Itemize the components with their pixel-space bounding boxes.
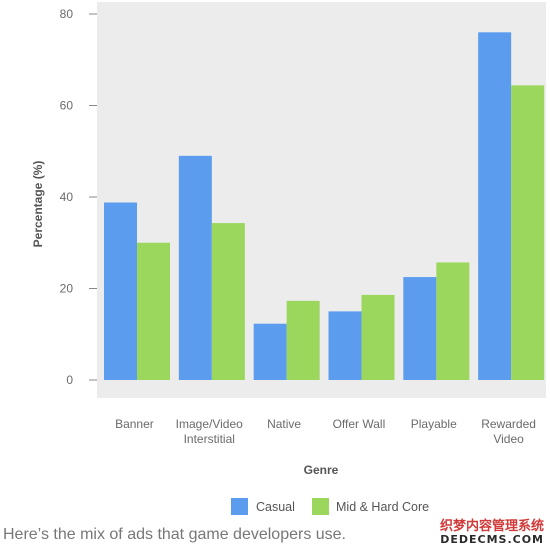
bar-casual: [104, 202, 137, 380]
x-tick-label: Rewarded Video: [481, 417, 536, 446]
bar-mid-hard-core: [361, 294, 395, 380]
x-tick-label: Banner: [115, 417, 154, 431]
y-axis: 0 20 40 60 80: [60, 7, 97, 387]
legend-swatch: [312, 498, 329, 515]
plot-area: [97, 2, 546, 398]
bar-mid-hard-core: [511, 85, 545, 381]
legend-label: Casual: [256, 500, 295, 514]
y-tick-label: 80: [60, 7, 74, 21]
watermark-line-1: 织梦内容管理系统: [439, 518, 544, 534]
bar-casual: [478, 32, 512, 381]
x-axis-labels: Banner Image/Video Interstitial Native Offer…: [115, 417, 536, 446]
caption: Here’s the mix of ads that game develope…: [3, 526, 346, 543]
x-tick-label: Image/Video Interstitial: [176, 417, 243, 446]
x-tick-label: Playable: [411, 417, 457, 431]
y-tick-label: 40: [60, 190, 74, 204]
legend-label: Mid & Hard Core: [336, 500, 429, 514]
bar-mid-hard-core: [436, 262, 470, 380]
y-axis-title: Percentage (%): [31, 161, 45, 248]
y-tick-label: 0: [66, 373, 73, 387]
x-tick-label: Native: [267, 417, 301, 431]
bar-casual: [178, 155, 212, 380]
y-tick-label: 20: [60, 282, 74, 296]
x-tick-label: Offer Wall: [333, 417, 386, 431]
watermark-line-2: DEDECMS.COM: [440, 532, 544, 546]
bar-casual: [253, 323, 287, 380]
bar-mid-hard-core: [286, 300, 320, 380]
legend: Casual Mid & Hard Core: [231, 498, 429, 515]
y-tick-label: 60: [60, 99, 74, 113]
legend-swatch: [231, 498, 248, 515]
watermark: 织梦内容管理系统 DEDECMS.COM: [439, 518, 544, 546]
x-axis-title: Genre: [304, 463, 339, 477]
bar-mid-hard-core: [211, 223, 245, 380]
bar-casual: [328, 311, 362, 380]
bar-mid-hard-core: [137, 242, 170, 380]
bars: [104, 32, 545, 381]
bar-casual: [403, 277, 437, 380]
